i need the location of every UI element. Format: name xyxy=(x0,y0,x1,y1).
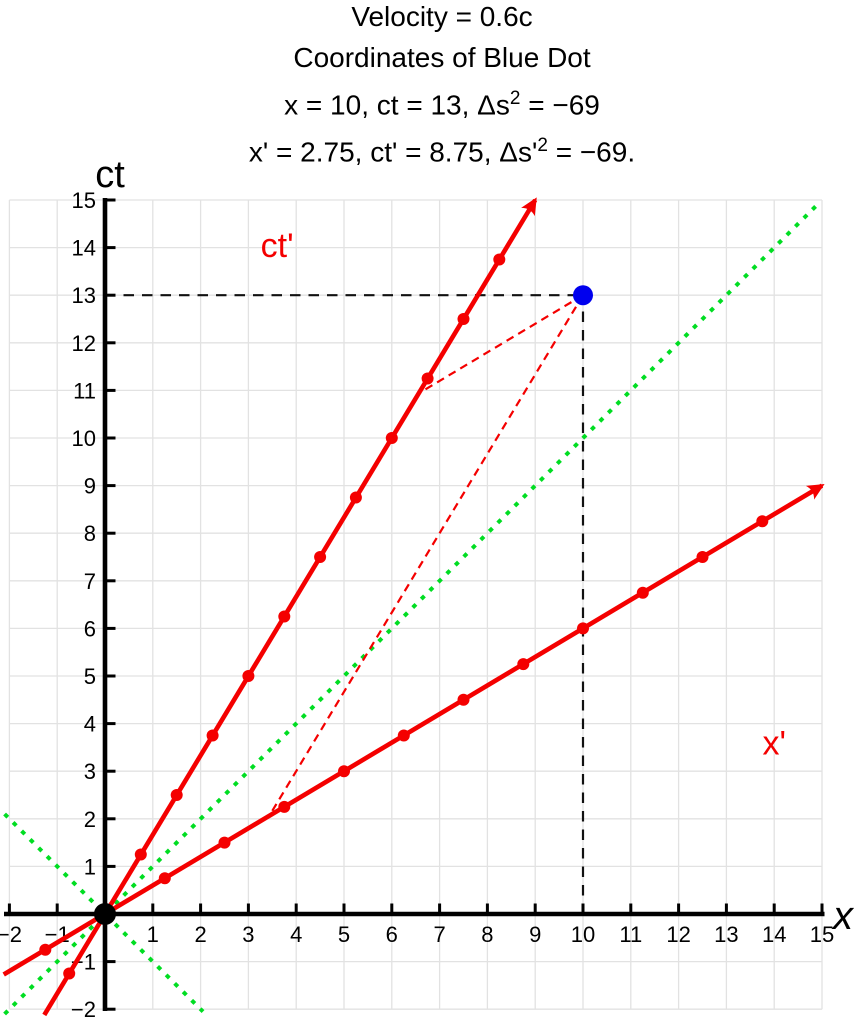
ct-axis-tick-label-2: 2 xyxy=(84,807,96,832)
ct-axis-tick-label-12: 12 xyxy=(72,331,96,356)
x-axis-tick-label-14: 14 xyxy=(762,922,786,947)
x-axis-tick-label-7: 7 xyxy=(433,922,445,947)
x-prime-unit-mark-11 xyxy=(756,515,769,528)
x-prime-unit-mark-3 xyxy=(278,800,291,813)
title-velocity: Velocity = 0.6c xyxy=(351,1,533,32)
x-prime-axis-arrowhead-icon xyxy=(805,484,825,500)
ct-prime-unit-mark-3 xyxy=(206,729,219,742)
ct-prime-unit-mark-6 xyxy=(314,551,327,563)
title-unprimed-coordinates: x = 10, ct = 13, Δs2 = −69 xyxy=(15,78,854,125)
ct-prime-unit-mark-0 xyxy=(63,967,76,980)
ct-axis-tick-label-9: 9 xyxy=(84,474,96,499)
x-prime-unit-mark-0 xyxy=(39,943,52,956)
x-prime-unit-mark-8 xyxy=(577,622,589,635)
ct-prime-axis-line xyxy=(42,198,538,1017)
ct-axis-tick-label-11: 11 xyxy=(73,378,96,403)
primed-coords-text: x' = 2.75, ct' = 8.75, Δs' xyxy=(248,136,538,168)
x-axis-tick-label-6: 6 xyxy=(386,922,398,947)
ct-axis-tick-label-5: 5 xyxy=(84,664,96,689)
x-prime-unit-mark-2 xyxy=(218,836,231,849)
title-block: Velocity = 0.6c Coordinates of Blue Dot … xyxy=(15,0,854,173)
ct-prime-unit-mark-9 xyxy=(421,372,434,385)
x-axis-tick-label-13: 13 xyxy=(714,922,738,947)
x-axis-tick-label-1: 1 xyxy=(147,922,159,947)
ct-prime-unit-mark-1 xyxy=(134,848,147,861)
ct-axis-tick-label-10: 10 xyxy=(72,426,96,451)
x-prime-axis-line xyxy=(2,483,824,977)
ct-prime-unit-mark-2 xyxy=(170,789,183,801)
ct-axis-tick-label-15: 15 xyxy=(72,188,96,213)
ct-prime-unit-mark-7 xyxy=(349,491,362,504)
ct-axis-tick-label--2: −2 xyxy=(71,997,96,1022)
unprimed-interval-value: = −69 xyxy=(520,89,600,121)
ct-prime-unit-mark-5 xyxy=(278,610,291,623)
x-axis-tick-label--2: −2 xyxy=(0,922,22,947)
ct-axis-tick-label-6: 6 xyxy=(84,616,96,641)
x-prime-unit-mark-10 xyxy=(696,551,709,563)
x-axis-tick-label-2: 2 xyxy=(194,922,206,947)
ct-prime-axis-label: ct' xyxy=(261,227,294,265)
projection-to-x-prime-axis xyxy=(268,294,584,817)
ct-prime-unit-mark-8 xyxy=(385,432,398,444)
projection-to-ct-prime-axis xyxy=(418,294,584,395)
x-axis-tick-label-10: 10 xyxy=(571,922,595,947)
ct-prime-unit-mark-11 xyxy=(493,253,506,266)
x-prime-axis-label: x' xyxy=(762,725,786,763)
ct-axis-tick-label-13: 13 xyxy=(72,283,96,308)
ct-prime-unit-mark-10 xyxy=(457,313,470,325)
ct-prime-axis-arrowhead-icon xyxy=(521,197,537,217)
x-axis-tick-label-5: 5 xyxy=(338,922,350,947)
ct-axis-tick-label-7: 7 xyxy=(84,569,96,594)
x-axis-tick-label-12: 12 xyxy=(666,922,690,947)
ct-axis-label: ct xyxy=(95,154,125,196)
x-prime-unit-mark-6 xyxy=(457,693,470,706)
x-prime-unit-mark-9 xyxy=(636,586,649,599)
ct-axis-tick-label-14: 14 xyxy=(72,236,96,261)
primed-interval-value: = −69. xyxy=(547,136,636,168)
x-axis-tick-label-3: 3 xyxy=(242,922,254,947)
primed-exponent: 2 xyxy=(537,135,548,157)
x-prime-unit-mark-7 xyxy=(517,658,530,671)
light-cone-line-ascending xyxy=(3,200,822,1016)
title-subtitle: Coordinates of Blue Dot xyxy=(293,42,591,73)
x-axis-tick-label-11: 11 xyxy=(619,922,642,947)
x-prime-unit-mark-4 xyxy=(338,765,350,778)
x-axis-tick-label-9: 9 xyxy=(529,922,541,947)
x-prime-unit-mark-1 xyxy=(158,872,171,885)
ct-axis-tick-label-4: 4 xyxy=(84,712,96,737)
origin-dot xyxy=(94,903,116,925)
title-primed-coordinates: x' = 2.75, ct' = 8.75, Δs'2 = −69. xyxy=(15,125,854,172)
x-axis-tick-label-4: 4 xyxy=(290,922,302,947)
x-prime-unit-mark-5 xyxy=(397,729,410,742)
ct-axis-tick-label-3: 3 xyxy=(84,759,96,784)
x-axis-label: x xyxy=(831,894,854,938)
unprimed-exponent: 2 xyxy=(509,88,521,109)
blue-dot[interactable] xyxy=(573,285,593,306)
ct-axis-tick-label-8: 8 xyxy=(84,521,96,546)
ct-axis-tick-label-1: 1 xyxy=(84,854,96,879)
unprimed-coords-text: x = 10, ct = 13, Δs xyxy=(284,89,510,121)
ct-prime-unit-mark-4 xyxy=(242,670,255,682)
x-axis-tick-label-15: 15 xyxy=(810,922,834,947)
x-axis-tick-label-8: 8 xyxy=(481,922,493,947)
